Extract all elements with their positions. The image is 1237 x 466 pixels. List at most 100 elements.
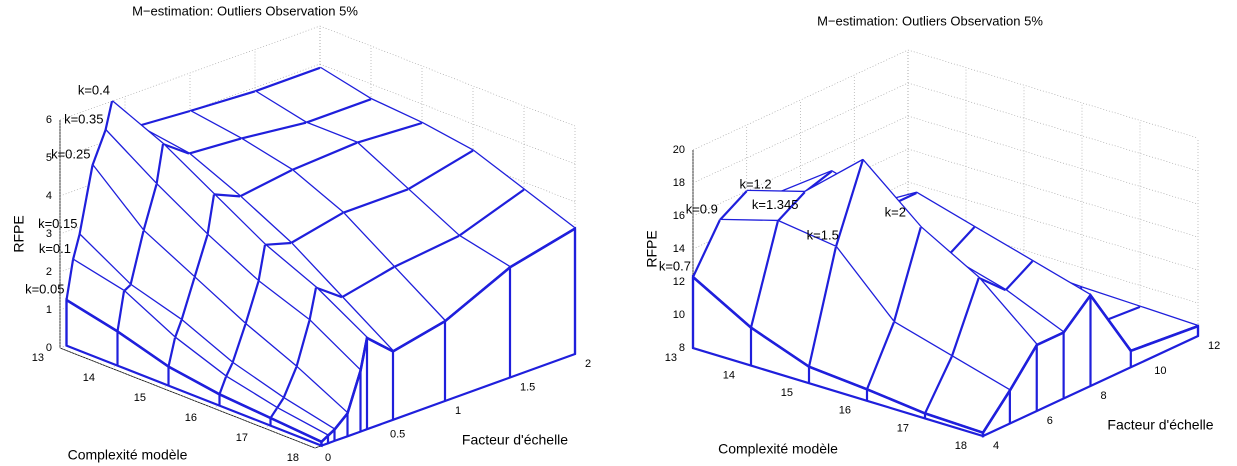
x-tick-label: 17 xyxy=(236,432,248,444)
surface-patch xyxy=(181,277,246,363)
surface-patch xyxy=(309,287,367,371)
chart-title: M−estimation: Outliers Observation 5% xyxy=(132,3,358,18)
mesh-line xyxy=(719,190,748,221)
z-tick-label: 10 xyxy=(673,309,685,321)
surface-patch xyxy=(835,160,921,323)
z-tick-label: 12 xyxy=(673,276,685,288)
surface-patch xyxy=(394,235,510,322)
mesh-line xyxy=(276,397,285,409)
surface-patch xyxy=(194,234,259,325)
surface-patch xyxy=(316,287,393,352)
series-label: k=0.4 xyxy=(78,83,110,98)
mesh-line xyxy=(264,241,292,246)
mesh-line xyxy=(254,66,321,93)
z-tick-label: 2 xyxy=(46,266,52,278)
z-tick-label: 6 xyxy=(46,114,52,126)
surface-patch xyxy=(168,337,226,395)
mesh-line xyxy=(78,165,94,235)
series-label: k=2 xyxy=(885,205,906,220)
mesh-line xyxy=(356,121,423,144)
y-tick-label: 12 xyxy=(1208,340,1220,352)
y-tick-label: 6 xyxy=(1047,415,1053,427)
chart: M−estimation: Outliers Observation 5% 13 1… xyxy=(644,13,1221,456)
surface-patch xyxy=(130,230,195,321)
mesh-line xyxy=(213,193,241,198)
surface-patch xyxy=(226,362,284,409)
grid-line xyxy=(907,181,1199,271)
mesh-line xyxy=(142,184,158,232)
z-axis-label: RFPE xyxy=(11,215,27,252)
surface-patch xyxy=(163,144,240,197)
x-axis-label: Complexité modèle xyxy=(68,447,188,463)
mesh-line xyxy=(865,321,895,390)
mesh-line xyxy=(834,159,864,248)
mesh-line xyxy=(282,366,298,399)
series-label: k=0.15 xyxy=(38,216,77,231)
mesh-line xyxy=(244,281,260,325)
surface-patch xyxy=(292,142,408,213)
mesh-line xyxy=(308,287,318,321)
surface-patch xyxy=(92,130,157,231)
surface-patch xyxy=(306,99,422,143)
mesh-line xyxy=(71,234,81,260)
mesh-line xyxy=(239,169,293,198)
x-tick-label: 16 xyxy=(839,405,851,417)
chart-title: M−estimation: Outliers Observation 5% xyxy=(817,13,1043,28)
series-label: k=1.2 xyxy=(739,176,771,191)
z-tick-label: 20 xyxy=(673,144,685,156)
mesh-line xyxy=(137,109,191,128)
x-tick-label: 18 xyxy=(287,452,299,464)
x-tick-label: 14 xyxy=(83,372,95,384)
surface-patch xyxy=(258,244,316,321)
series-line xyxy=(189,109,446,323)
surface-patch xyxy=(105,101,163,185)
mesh-line xyxy=(116,290,126,332)
mesh-line xyxy=(393,234,460,268)
x-tick-label: 14 xyxy=(723,370,735,382)
mesh-line xyxy=(342,188,409,214)
mesh-line xyxy=(129,230,145,286)
surface-patch xyxy=(240,170,343,243)
mesh-line xyxy=(188,137,242,155)
side-top xyxy=(981,293,1199,434)
y-tick-label: 8 xyxy=(1101,390,1107,402)
y-tick-label: 1 xyxy=(455,405,461,417)
y-tick-label: 10 xyxy=(1154,365,1166,377)
y-tick-label: 1.5 xyxy=(520,381,535,393)
mesh-line xyxy=(291,141,358,172)
surface-patch xyxy=(219,376,277,418)
grid-line xyxy=(907,49,1199,139)
surface-patch xyxy=(291,212,394,298)
mesh-line xyxy=(189,90,256,113)
mesh-line xyxy=(777,191,806,222)
mesh-line xyxy=(892,227,922,323)
surface-patch xyxy=(978,277,1064,345)
series-label: k=0.35 xyxy=(64,112,103,127)
surface-patch xyxy=(66,259,124,332)
mesh-line xyxy=(692,219,721,278)
surface-patch xyxy=(143,184,208,278)
mesh-line xyxy=(104,100,114,131)
grid-line xyxy=(59,347,316,449)
series-label: k=0.1 xyxy=(39,241,71,256)
mesh-line xyxy=(295,320,311,368)
series-label: k=0.9 xyxy=(686,201,718,216)
surface-patch xyxy=(1005,261,1091,333)
z-axis-label: RFPE xyxy=(644,230,660,267)
surface-patch xyxy=(459,189,575,268)
mesh-line xyxy=(167,337,177,367)
x-tick-label: 13 xyxy=(665,352,677,364)
z-tick-label: 16 xyxy=(673,210,685,222)
grid-line xyxy=(907,148,1199,238)
x-tick-label: 15 xyxy=(134,392,146,404)
chart: M−estimation: Outliers Observation 5%131… xyxy=(11,3,591,463)
mesh-line xyxy=(269,407,278,419)
mesh-line xyxy=(946,226,976,257)
grid-line xyxy=(907,214,1199,304)
mesh-line xyxy=(407,149,474,191)
surface-patch xyxy=(809,246,894,390)
x-tick-label: 15 xyxy=(781,387,793,399)
z-tick-label: 5 xyxy=(46,152,52,164)
mesh-line xyxy=(193,234,209,278)
